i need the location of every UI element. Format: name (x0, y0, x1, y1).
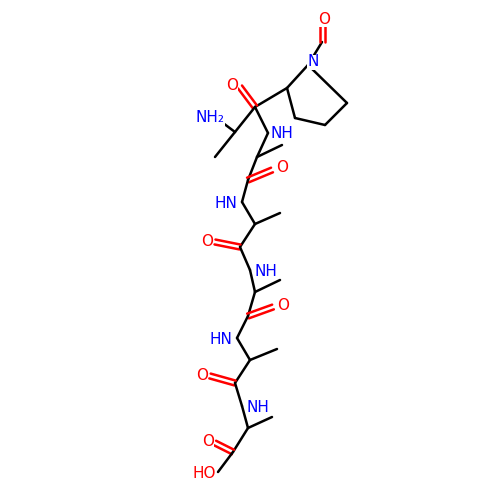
Text: O: O (276, 160, 288, 176)
Text: N: N (308, 54, 318, 70)
Text: NH: NH (255, 264, 278, 278)
Text: NH: NH (271, 126, 294, 140)
Text: HN: HN (214, 196, 237, 210)
Text: HO: HO (192, 466, 216, 481)
Text: O: O (202, 434, 214, 450)
Text: NH: NH (247, 400, 270, 414)
Text: O: O (318, 12, 330, 26)
Text: O: O (201, 234, 213, 250)
Text: HN: HN (209, 332, 232, 346)
Text: NH₂: NH₂ (196, 110, 224, 126)
Text: O: O (277, 298, 289, 314)
Text: O: O (226, 78, 238, 92)
Text: O: O (196, 368, 208, 384)
